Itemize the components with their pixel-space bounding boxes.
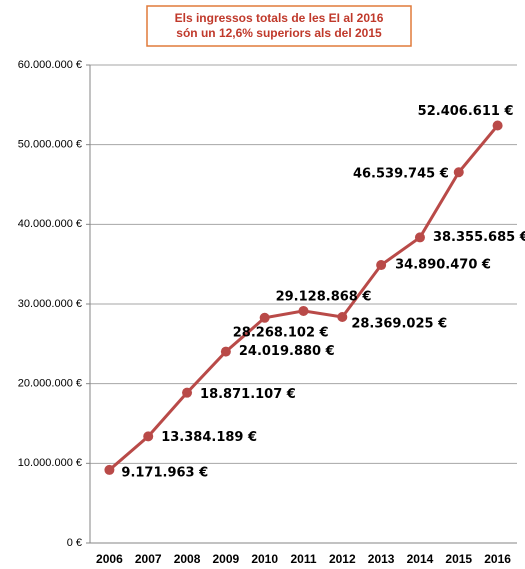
x-tick-label: 2014 xyxy=(407,552,434,566)
y-tick-label: 50.000.000 € xyxy=(18,139,82,151)
data-label: 52.406.611 € xyxy=(418,104,514,119)
chart-title: són un 12,6% superiors als del 2015 xyxy=(176,26,382,40)
data-label: 28.369.025 € xyxy=(351,316,447,331)
x-tick-label: 2012 xyxy=(329,552,356,566)
data-label: 18.871.107 € xyxy=(200,387,296,402)
x-tick-label: 2006 xyxy=(96,552,123,566)
y-tick-label: 20.000.000 € xyxy=(18,378,82,390)
data-label: 38.355.685 € xyxy=(433,230,525,245)
y-tick-label: 30.000.000 € xyxy=(18,298,82,310)
data-label: 13.384.189 € xyxy=(161,430,257,445)
point xyxy=(182,387,193,398)
data-label: 24.019.880 € xyxy=(239,344,335,359)
point xyxy=(337,311,348,322)
point xyxy=(376,260,387,271)
y-tick-label: 0 € xyxy=(67,537,82,549)
point xyxy=(104,464,115,475)
y-tick-label: 10.000.000 € xyxy=(18,457,82,469)
point xyxy=(259,312,270,323)
point xyxy=(492,120,503,131)
data-label: 9.171.963 € xyxy=(121,465,208,480)
x-tick-label: 2011 xyxy=(290,552,316,566)
x-tick-label: 2016 xyxy=(484,552,511,566)
x-tick-label: 2009 xyxy=(213,552,240,566)
y-tick-label: 60.000.000 € xyxy=(18,59,82,71)
x-tick-label: 2015 xyxy=(445,552,472,566)
x-tick-label: 2008 xyxy=(174,552,201,566)
x-tick-label: 2007 xyxy=(135,552,162,566)
point xyxy=(414,232,425,243)
title-box xyxy=(146,5,412,47)
point xyxy=(220,346,231,357)
point xyxy=(298,305,309,316)
data-label: 46.539.745 € xyxy=(353,167,449,182)
x-tick-label: 2013 xyxy=(368,552,395,566)
y-tick-label: 40.000.000 € xyxy=(18,218,82,230)
chart-title: Els ingressos totals de les EI al 2016 xyxy=(175,11,384,25)
data-label: 34.890.470 € xyxy=(395,258,491,273)
data-label: 28.268.102 € xyxy=(233,325,329,340)
x-tick-label: 2010 xyxy=(251,552,278,566)
point xyxy=(143,431,154,442)
point xyxy=(453,167,464,178)
data-label: 29.128.868 € xyxy=(276,289,372,304)
